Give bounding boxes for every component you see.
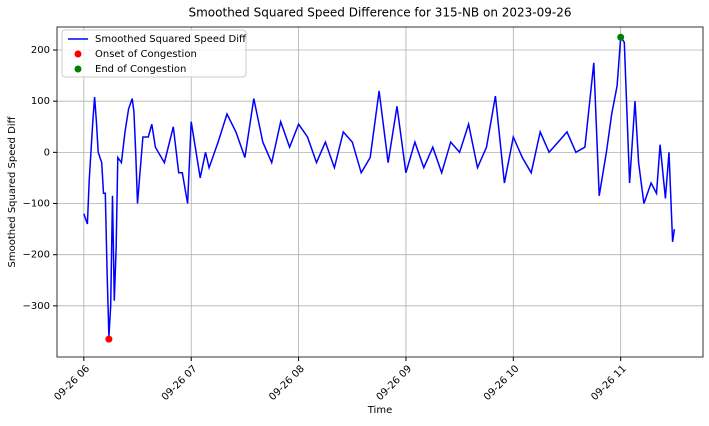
line — [83, 35, 676, 337]
y-tick-label: 200 — [31, 45, 50, 56]
y-tick-label: 0 — [44, 147, 50, 158]
x-tick-label: 09-26 08 — [267, 363, 307, 403]
legend-label: Smoothed Squared Speed Diff — [95, 34, 247, 45]
chart-title: Smoothed Squared Speed Difference for 31… — [189, 6, 572, 20]
x-tick-label: 09-26 07 — [160, 363, 200, 403]
x-tick-label: 09-26 06 — [53, 363, 93, 403]
y-axis-label: Smoothed Squared Speed Diff — [7, 115, 18, 267]
legend-label: Onset of Congestion — [95, 49, 197, 60]
x-tick-label: 09-26 10 — [482, 363, 522, 403]
legend-box — [61, 29, 247, 78]
y-tick-label: −300 — [23, 301, 50, 312]
legend-label: End of Congestion — [95, 64, 186, 75]
plot-frame — [56, 26, 704, 358]
y-tick-label: −200 — [23, 250, 50, 261]
y-tick-label: 100 — [31, 96, 50, 107]
legend-marker — [74, 65, 82, 73]
x-axis-label: Time — [367, 405, 392, 416]
y-tick-label: −100 — [23, 199, 50, 210]
x-tick-label: 09-26 11 — [589, 363, 629, 403]
x-tick-label: 09-26 09 — [375, 363, 415, 403]
scatter-point — [105, 335, 113, 343]
legend-marker — [74, 50, 82, 58]
scatter-point — [617, 33, 625, 41]
